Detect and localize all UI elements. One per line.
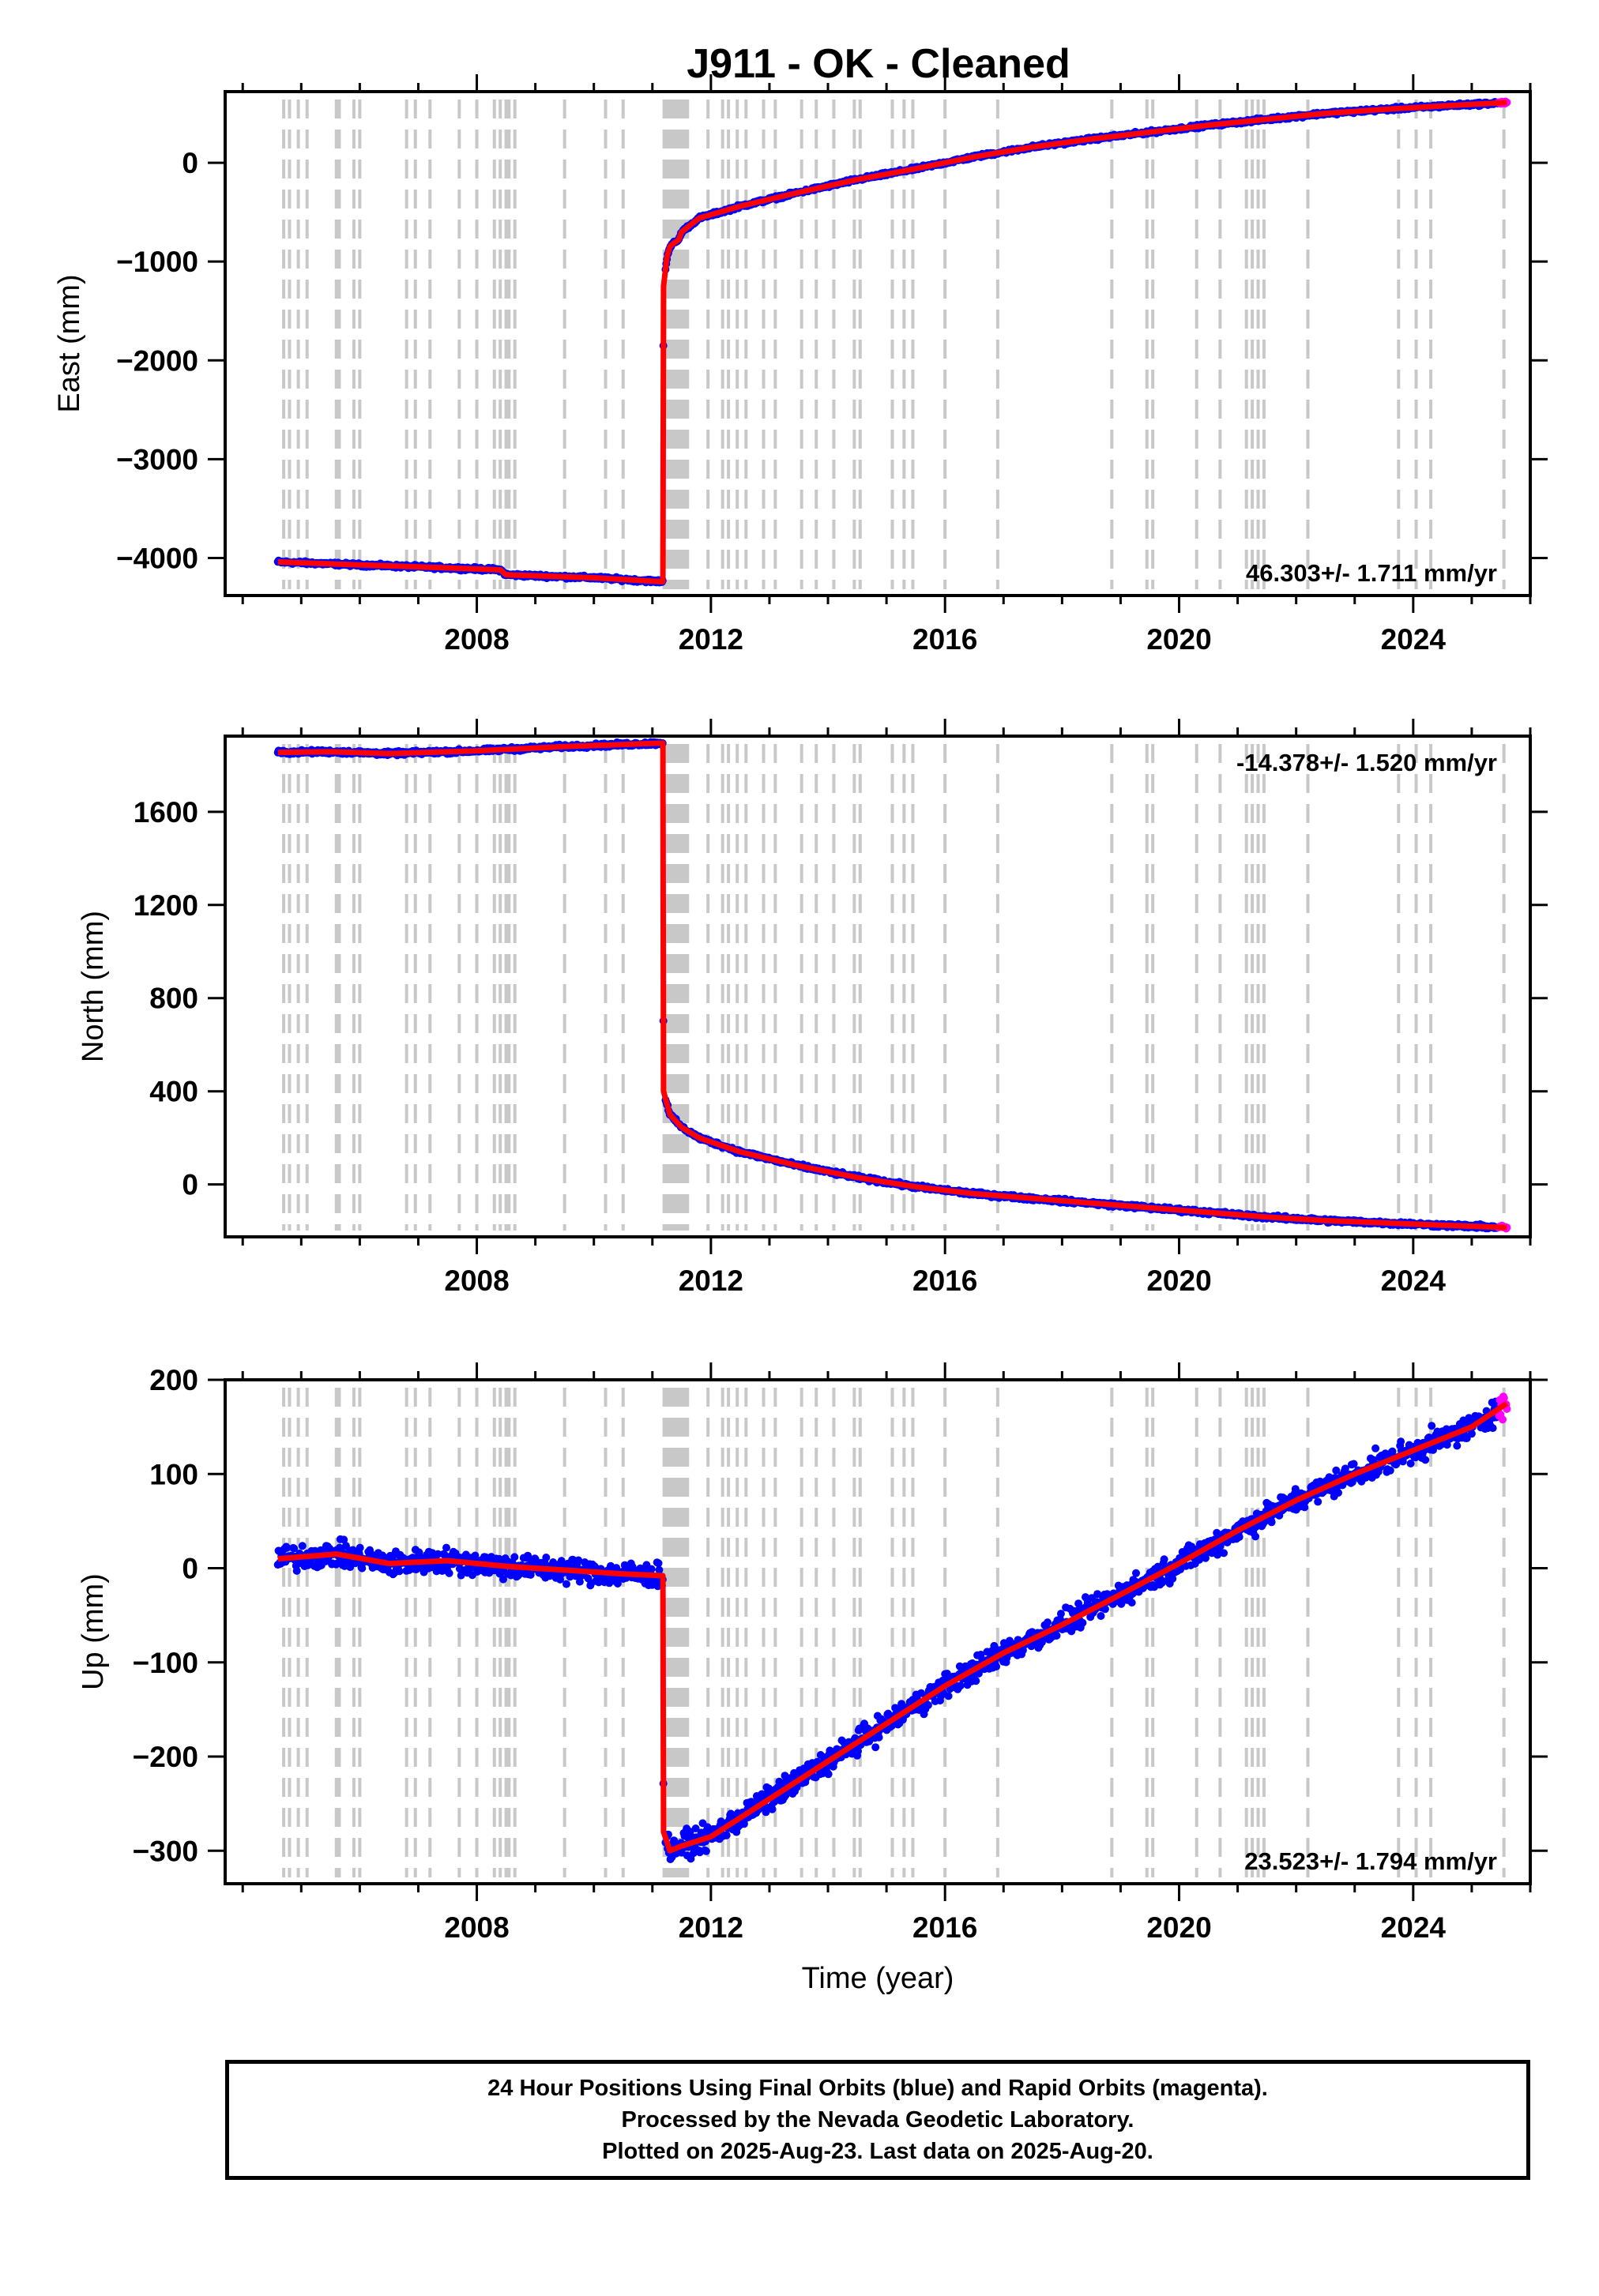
plot-frame: [225, 92, 1530, 596]
data-point: [655, 1559, 663, 1567]
data-point: [992, 1663, 1000, 1670]
data-point: [702, 1847, 710, 1855]
x-tick-label: 2016: [912, 1264, 977, 1297]
velocity-annotation: 46.303+/- 1.711 mm/yr: [1246, 559, 1497, 587]
data-point: [825, 1770, 833, 1778]
x-tick-label: 2012: [679, 623, 743, 656]
data-point: [542, 1554, 550, 1561]
data-point: [945, 1692, 953, 1700]
plot-area: [274, 1388, 1511, 1877]
data-point: [293, 1567, 301, 1575]
data-point: [871, 1743, 879, 1751]
x-tick-label: 2024: [1381, 623, 1447, 656]
chart-title: J911 - OK - Cleaned: [687, 41, 1070, 87]
y-axis-label: North (mm): [77, 911, 110, 1062]
data-point: [875, 1734, 883, 1742]
data-point: [562, 1580, 570, 1588]
plot-area: [274, 738, 1511, 1233]
x-tick-label: 2020: [1146, 1264, 1211, 1297]
panel-1: 2008 2012 2016 2020 2024 −4000 −3000 −2000 −1000…: [53, 74, 1548, 656]
data-point: [723, 1832, 731, 1839]
data-point: [972, 1677, 980, 1685]
data-point: [442, 1544, 450, 1552]
data-point: [924, 1701, 932, 1709]
y-tick-label: −4000: [116, 542, 198, 574]
x-tick-label: 2008: [444, 623, 509, 656]
data-point: [396, 1567, 404, 1575]
data-point: [957, 1682, 965, 1689]
x-tick-label: 2020: [1146, 623, 1211, 656]
velocity-annotation: -14.378+/- 1.520 mm/yr: [1236, 749, 1497, 776]
y-axis-label: East (mm): [53, 274, 86, 412]
data-point: [1053, 1632, 1061, 1640]
plot-frame: [225, 736, 1530, 1237]
data-point: [356, 1544, 364, 1552]
data-point: [769, 1806, 777, 1813]
y-tick-label: 0: [182, 1169, 198, 1201]
y-tick-label: 1600: [134, 796, 198, 829]
plot-area: [274, 98, 1511, 590]
data-point: [446, 1569, 453, 1577]
data-point: [510, 1553, 518, 1561]
x-tick-label: 2008: [444, 1264, 509, 1297]
y-tick-label: 800: [149, 983, 198, 1015]
x-tick-label: 2024: [1381, 1264, 1447, 1297]
y-tick-label: −1000: [116, 246, 198, 278]
x-tick-label: 2016: [912, 623, 977, 656]
x-tick-label: 2012: [679, 1264, 743, 1297]
data-point: [1044, 1618, 1052, 1626]
data-point: [1057, 1610, 1065, 1618]
y-tick-label: 1200: [134, 889, 198, 922]
data-point: [648, 1565, 656, 1573]
data-point: [299, 1542, 307, 1550]
data-point: [1078, 1619, 1086, 1627]
panel-2: 2008 2012 2016 2020 2024 0 400 800 1200 1600 North…: [77, 719, 1548, 1297]
y-tick-label: −2000: [116, 344, 198, 377]
y-tick-label: 400: [149, 1076, 198, 1108]
y-tick-label: −3000: [116, 443, 198, 475]
y-tick-label: 0: [182, 147, 198, 179]
